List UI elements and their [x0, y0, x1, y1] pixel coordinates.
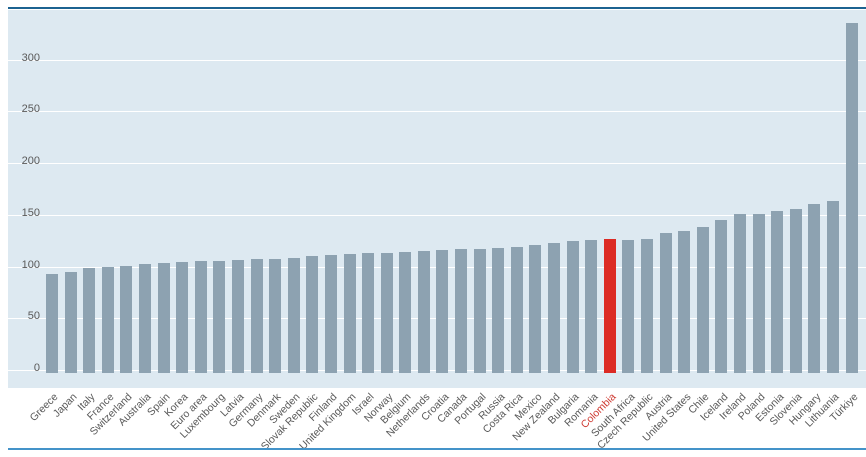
y-tick-label-0: 0: [33, 362, 40, 374]
x-axis-category-labels: Greece Japan Italy France Switzerland Austral…: [28, 389, 861, 453]
bar-sweden[interactable]: [287, 258, 300, 373]
bar-hungary[interactable]: [808, 204, 821, 373]
y-tick-label-200: 200: [21, 155, 40, 168]
bar-united-kingdom[interactable]: [343, 254, 356, 373]
gridline-y150: [8, 214, 866, 216]
bar-new-zealand[interactable]: [548, 242, 561, 373]
bar-norway[interactable]: [380, 253, 393, 373]
bar-south-africa[interactable]: [622, 239, 635, 373]
bar-croatia[interactable]: [436, 250, 449, 373]
plot-area: 0 50 100 150 200 250 300: [8, 10, 866, 388]
y-tick-label-150: 150: [21, 206, 40, 219]
bar-türkiye[interactable]: [845, 23, 858, 373]
bar-united-states[interactable]: [678, 231, 691, 373]
bar-netherlands[interactable]: [417, 251, 430, 373]
y-tick-label-100: 100: [21, 258, 40, 271]
bar-canada[interactable]: [455, 248, 468, 373]
y-tick-label-300: 300: [21, 51, 40, 64]
bar-estonia[interactable]: [771, 210, 784, 373]
bottom-border-line: [8, 448, 866, 450]
bar-iceland[interactable]: [715, 220, 728, 373]
bar-belgium[interactable]: [399, 252, 412, 373]
bar-lithuania[interactable]: [826, 201, 839, 373]
bar-finland[interactable]: [324, 255, 337, 373]
bar-denmark[interactable]: [269, 259, 282, 373]
bar-japan[interactable]: [64, 271, 77, 373]
bar-colombia[interactable]: [603, 238, 616, 373]
bar-greece[interactable]: [46, 273, 58, 373]
bar-latvia[interactable]: [231, 260, 244, 373]
bar-czech-republic[interactable]: [641, 238, 653, 373]
bar-france[interactable]: [101, 266, 114, 373]
bar-australia[interactable]: [138, 264, 151, 373]
bar-switzerland[interactable]: [120, 265, 133, 373]
bar-ireland[interactable]: [733, 213, 746, 373]
bar-chile[interactable]: [696, 227, 709, 373]
bar-bulgaria[interactable]: [566, 240, 579, 373]
gridline-y300: [8, 59, 866, 61]
gridline-y200: [8, 163, 866, 165]
bar-slovenia[interactable]: [789, 208, 802, 373]
bar-austria[interactable]: [659, 233, 672, 373]
y-tick-label-250: 250: [21, 103, 40, 116]
y-tick-label-50: 50: [27, 310, 40, 323]
bar-korea[interactable]: [176, 262, 189, 373]
bar-romania[interactable]: [585, 239, 598, 373]
bar-euro-area[interactable]: [194, 261, 207, 373]
gridline-y250: [8, 111, 866, 113]
bar-germany[interactable]: [250, 259, 263, 373]
bar-israel[interactable]: [362, 253, 375, 373]
bar-luxembourg[interactable]: [213, 261, 226, 373]
bar-italy[interactable]: [83, 267, 96, 373]
bar-costa-rica[interactable]: [510, 246, 523, 373]
bar-poland[interactable]: [752, 213, 765, 373]
bar-series: [46, 10, 858, 373]
bar-mexico[interactable]: [529, 244, 542, 373]
bar-russia[interactable]: [492, 247, 505, 373]
bar-slovak-republic[interactable]: [306, 256, 319, 373]
bar-spain[interactable]: [157, 263, 170, 373]
bar-portugal[interactable]: [473, 248, 486, 373]
top-border-line: [8, 7, 866, 9]
